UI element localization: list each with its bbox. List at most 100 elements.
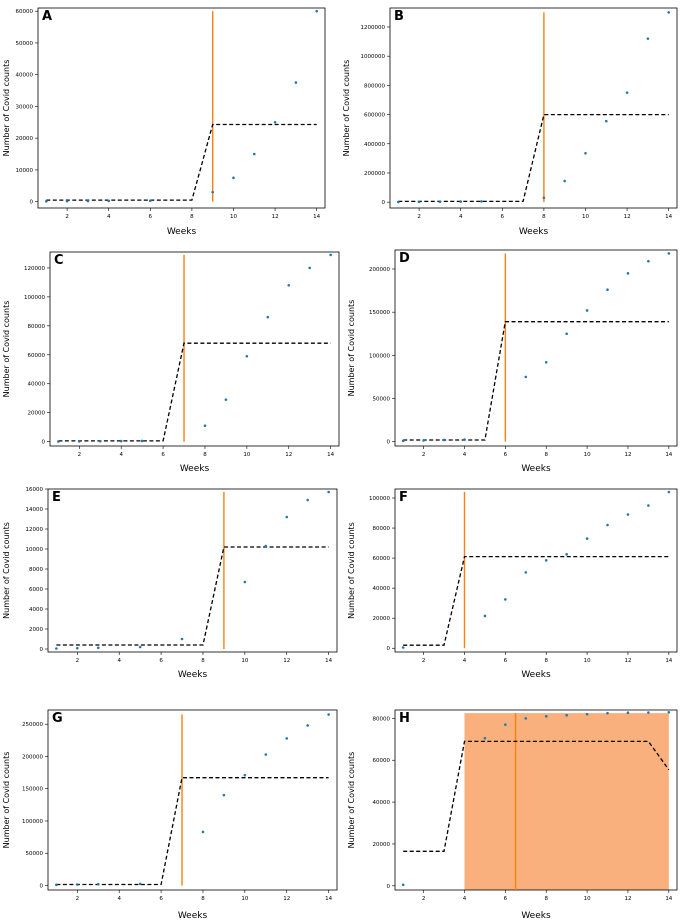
x-axis-label-b: Weeks — [519, 227, 549, 237]
y-tick-label-e: 16000 — [26, 487, 44, 493]
panel-d: 2 4 6 8 10 12 14 0 50000 100000 150000 200000 Weeks N… — [347, 249, 678, 474]
y-tick-label-f: 20000 — [373, 616, 391, 622]
y-tick-label-c: 40000 — [28, 382, 46, 388]
y-axis-label-d: Number of Covid counts — [347, 300, 356, 397]
y-tick-label-g: 150000 — [22, 787, 43, 793]
x-tick-label-e: 14 — [325, 658, 332, 664]
panel-letter-d: D — [399, 251, 410, 266]
data-point-b — [563, 179, 566, 183]
data-point-b — [625, 91, 629, 94]
data-point-h — [565, 713, 568, 717]
plot-area-g — [47, 709, 338, 891]
data-point-e — [264, 544, 268, 548]
y-tick-label-g: 50000 — [26, 851, 44, 857]
data-point-c — [329, 253, 332, 257]
data-point-e — [55, 647, 58, 650]
x-tick-label-a: 10 — [230, 214, 237, 220]
data-point-a — [252, 152, 256, 156]
data-point-c — [287, 283, 291, 287]
data-point-a — [86, 199, 90, 203]
x-axis-label-f: Weeks — [521, 670, 551, 680]
shaded-interval-h — [464, 713, 669, 890]
data-point-e — [285, 515, 289, 519]
y-tick-label-c: 60000 — [28, 353, 46, 359]
y-tick-label-e: 14000 — [26, 507, 44, 513]
y-tick-label-d: 200000 — [369, 267, 390, 273]
data-point-b — [459, 200, 463, 203]
data-point-h — [483, 736, 487, 740]
y-tick-label-e: 8000 — [29, 567, 43, 573]
panel-g: 2 4 6 8 10 12 14 0 50000 100000 150000 200000 250000… — [2, 709, 338, 921]
y-tick-label-b: 1000000 — [361, 54, 386, 60]
plot-area-d — [394, 249, 678, 447]
data-point-a — [273, 120, 277, 124]
y-tick-label-c: 80000 — [28, 324, 46, 330]
data-point-f — [626, 513, 630, 516]
x-tick-label-a: 4 — [107, 214, 111, 220]
x-tick-label-a: 6 — [149, 214, 153, 220]
y-tick-label-a: 50000 — [16, 41, 34, 47]
y-tick-label-c: 100000 — [24, 295, 45, 301]
data-point-f — [667, 490, 671, 494]
data-point-d — [463, 438, 466, 441]
x-tick-label-a: 2 — [65, 214, 69, 220]
data-point-d — [626, 272, 630, 275]
data-point-e — [76, 646, 79, 650]
data-point-c — [203, 424, 207, 428]
x-tick-label-g: 4 — [117, 896, 121, 902]
x-tick-label-d: 6 — [504, 452, 508, 458]
y-tick-label-d: 100000 — [369, 353, 390, 359]
x-tick-label-h: 14 — [665, 896, 672, 902]
panel-letter-a: A — [42, 9, 52, 24]
x-tick-label-e: 10 — [241, 658, 248, 664]
y-tick-label-g: 250000 — [22, 722, 43, 728]
y-tick-label-d: 0 — [387, 440, 391, 446]
data-point-c — [245, 354, 249, 358]
x-tick-label-e: 8 — [201, 658, 205, 664]
x-tick-label-c: 10 — [243, 452, 250, 458]
data-point-f — [544, 559, 548, 562]
data-point-a — [294, 81, 298, 84]
x-tick-label-e: 12 — [283, 658, 290, 664]
panel-f: 2 4 6 8 10 12 14 0 20000 40000 60000 80000 100000 Wee… — [347, 488, 678, 680]
data-point-g — [306, 724, 309, 727]
x-tick-label-d: 2 — [422, 452, 426, 458]
x-tick-label-a: 14 — [313, 214, 320, 220]
data-point-d — [524, 375, 528, 379]
y-tick-label-d: 150000 — [369, 310, 390, 316]
x-axis-label-c: Weeks — [180, 464, 210, 474]
data-point-b — [584, 151, 587, 155]
panel-letter-c: C — [54, 253, 64, 268]
data-point-g — [285, 737, 289, 740]
y-tick-label-h: 40000 — [373, 800, 391, 806]
x-tick-label-g: 2 — [76, 896, 80, 902]
x-tick-label-b: 2 — [417, 214, 421, 220]
data-point-h — [626, 711, 630, 715]
x-axis-label-g: Weeks — [178, 911, 208, 921]
y-tick-label-f: 60000 — [373, 556, 391, 562]
data-point-e — [306, 498, 309, 502]
panel-b: 2 4 6 8 10 12 14 0 200000 400000 600000 800000 10000… — [342, 7, 678, 237]
data-point-b — [417, 200, 421, 204]
data-point-d — [606, 288, 609, 292]
y-tick-label-c: 0 — [42, 440, 46, 446]
y-tick-label-e: 0 — [40, 647, 44, 653]
data-point-c — [266, 315, 270, 319]
data-point-g — [201, 830, 205, 834]
x-tick-label-f: 4 — [463, 658, 467, 664]
data-point-f — [565, 553, 568, 556]
data-point-b — [667, 11, 670, 14]
fit-line-b — [398, 113, 669, 203]
data-point-g — [264, 753, 268, 756]
x-tick-label-a: 12 — [272, 214, 279, 220]
data-point-h — [585, 712, 589, 716]
data-point-a — [45, 200, 48, 203]
y-tick-label-a: 60000 — [16, 9, 34, 15]
data-point-d — [401, 439, 405, 443]
data-point-b — [646, 37, 650, 40]
x-tick-label-g: 12 — [283, 896, 290, 902]
x-tick-label-h: 2 — [422, 896, 426, 902]
y-axis-label-f: Number of Covid counts — [347, 522, 356, 619]
data-point-f — [504, 598, 507, 601]
y-tick-label-h: 20000 — [373, 842, 391, 848]
